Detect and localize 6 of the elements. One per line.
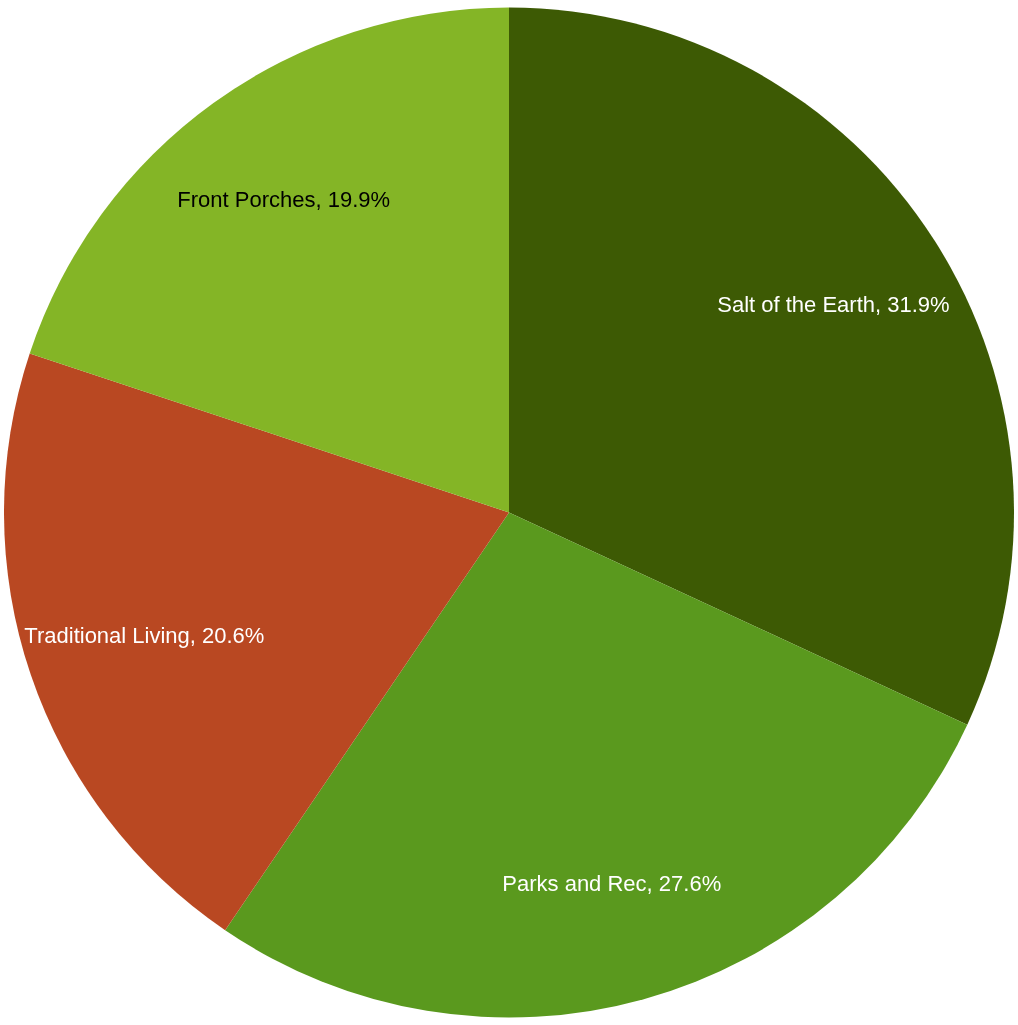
slice-label: Salt of the Earth, 31.9%: [717, 292, 950, 318]
pie-slice: [509, 7, 1014, 725]
slice-label: Front Porches, 19.9%: [177, 187, 391, 213]
slice-label: Traditional Living, 20.6%: [24, 623, 265, 649]
pie-slice: [29, 7, 509, 513]
slice-label: Parks and Rec, 27.6%: [502, 870, 722, 896]
